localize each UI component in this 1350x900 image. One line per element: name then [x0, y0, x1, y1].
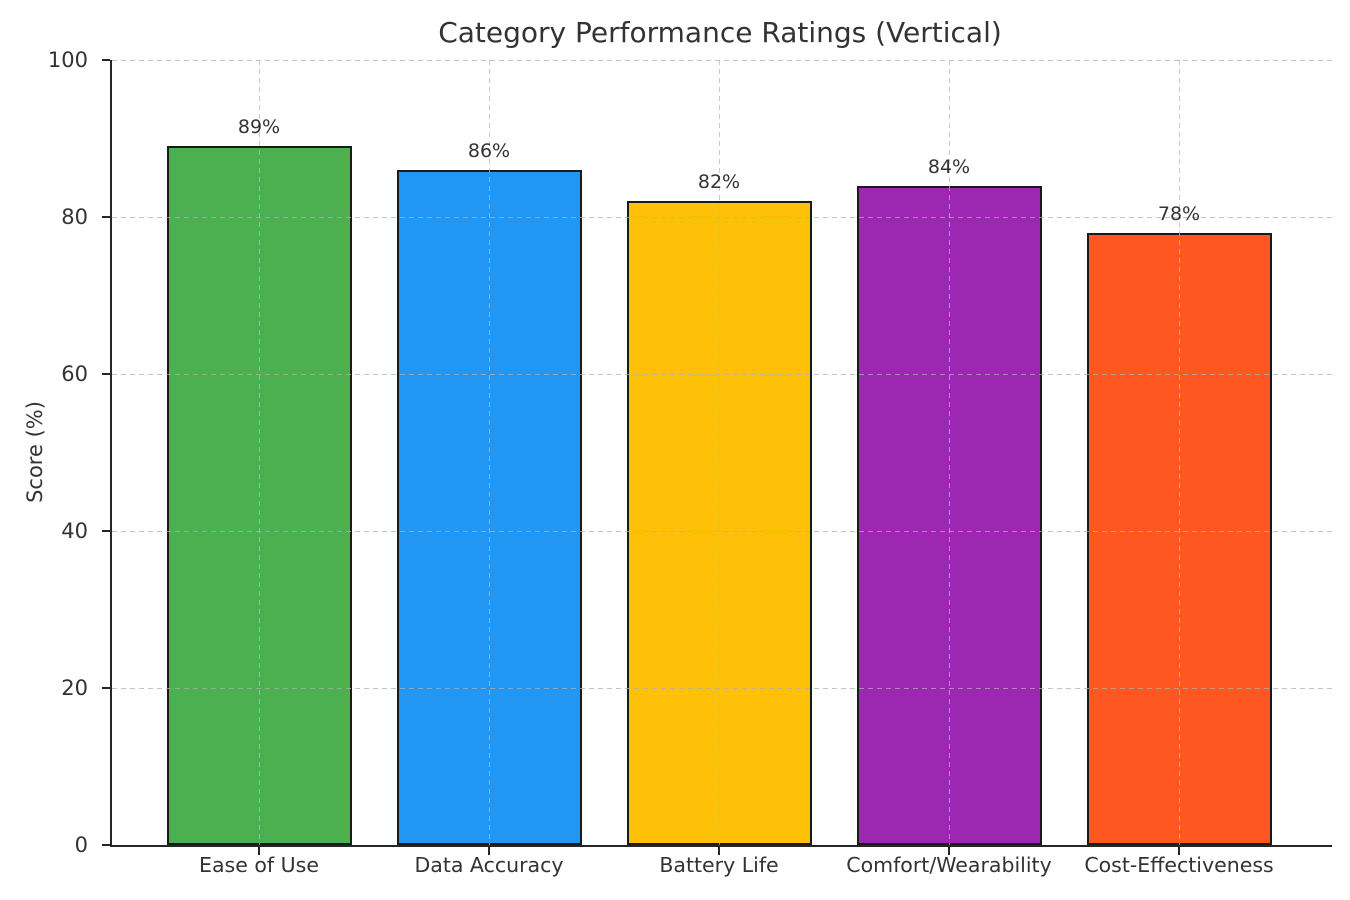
y-tick-label: 0: [74, 833, 88, 857]
y-tick-mark: [102, 59, 110, 61]
vertical-gridline: [488, 60, 490, 845]
y-axis-label: Score (%): [23, 401, 47, 503]
x-tick-mark: [1178, 847, 1180, 855]
horizontal-gridline: [112, 373, 1332, 375]
bar-value-label: 86%: [467, 139, 511, 162]
x-tick-label: Battery Life: [659, 853, 779, 877]
bar-value-label: 89%: [237, 116, 281, 139]
vertical-gridline: [258, 60, 260, 845]
y-tick-mark: [102, 844, 110, 846]
x-tick-mark: [948, 847, 950, 855]
y-tick-mark: [102, 373, 110, 375]
bar-value-label: 82%: [697, 171, 741, 194]
vertical-gridline: [1178, 60, 1180, 845]
x-tick-mark: [718, 847, 720, 855]
y-tick-label: 80: [61, 205, 88, 229]
x-tick-mark: [258, 847, 260, 855]
horizontal-gridline: [112, 216, 1332, 218]
y-tick-label: 40: [61, 519, 88, 543]
bar-value-label: 84%: [927, 155, 971, 178]
x-tick-label: Data Accuracy: [414, 853, 564, 877]
y-tick-mark: [102, 216, 110, 218]
horizontal-gridline: [112, 59, 1332, 61]
y-tick-label: 60: [61, 362, 88, 386]
y-tick-mark: [102, 530, 110, 532]
horizontal-gridline: [112, 530, 1332, 532]
y-tick-label: 20: [61, 676, 88, 700]
x-tick-mark: [488, 847, 490, 855]
y-tick-mark: [102, 687, 110, 689]
x-tick-label: Cost-Effectiveness: [1084, 853, 1274, 877]
bar-value-label: 78%: [1157, 202, 1201, 225]
x-tick-label: Comfort/Wearability: [846, 853, 1052, 877]
y-tick-label: 100: [47, 48, 88, 72]
horizontal-gridline: [112, 687, 1332, 689]
vertical-gridline: [718, 60, 720, 845]
vertical-gridline: [948, 60, 950, 845]
x-tick-label: Ease of Use: [199, 853, 319, 877]
plot-area: 0 20 40 60 80 100 89% Ease of Use 86% Data Accura…: [48, 48, 1332, 877]
chart-title: Category Performance Ratings (Vertical): [438, 16, 1002, 49]
